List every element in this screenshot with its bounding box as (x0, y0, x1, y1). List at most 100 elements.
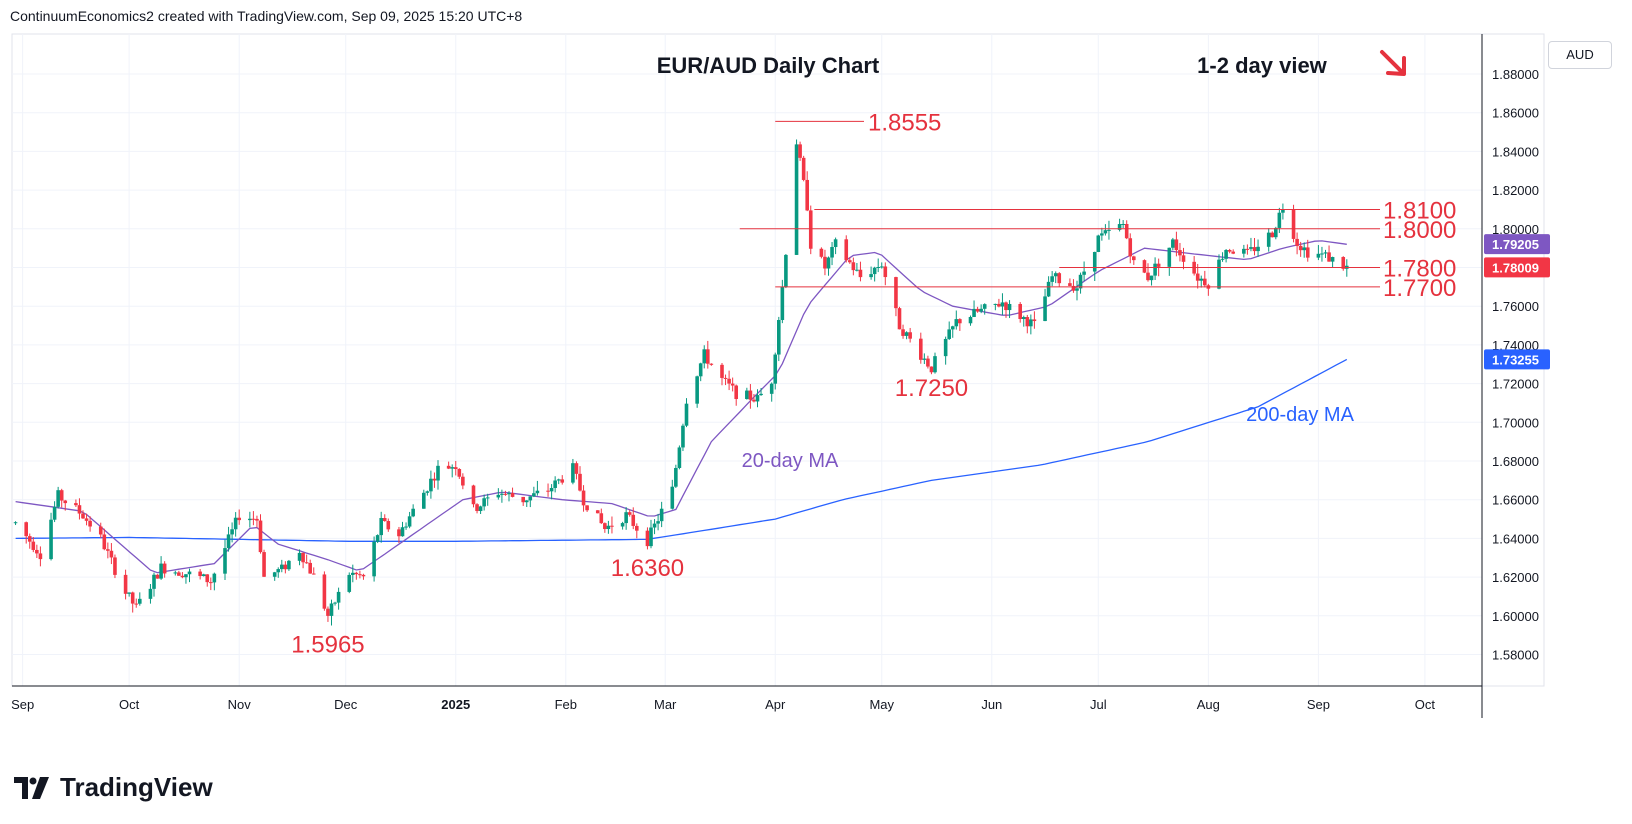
plot-frame (11, 33, 1545, 687)
candle (1004, 301, 1008, 318)
candle-body (595, 510, 600, 514)
level-label: 1.8000 (1383, 217, 1456, 244)
x-tick-label: Nov (228, 697, 252, 712)
candle (1132, 255, 1136, 265)
y-tick-label: 1.74000 (1492, 338, 1539, 353)
candle-body (77, 505, 82, 514)
candle (745, 387, 749, 400)
candle (1146, 263, 1150, 282)
candle (400, 521, 405, 537)
candle-body (301, 552, 305, 563)
candle (524, 500, 529, 507)
candle-body (411, 508, 415, 517)
y-tick-label: 1.80000 (1492, 222, 1539, 237)
price-box-bg (1484, 234, 1550, 255)
candle (98, 522, 103, 539)
candle (1103, 224, 1108, 236)
candle-body (35, 549, 39, 554)
candle (1256, 239, 1260, 257)
candle (304, 554, 309, 564)
candle (1341, 256, 1346, 271)
candle (106, 542, 110, 559)
candle (450, 464, 454, 478)
candle-body (102, 534, 107, 550)
candle-body (1071, 285, 1076, 291)
candle-body (968, 316, 973, 324)
currency-selector[interactable]: AUD (1548, 41, 1612, 69)
candle (198, 569, 202, 580)
candle (1043, 288, 1047, 322)
candle-body (777, 320, 781, 355)
candle (798, 141, 802, 161)
candle-body (304, 562, 309, 564)
candle-body (180, 575, 185, 578)
candle (1195, 263, 1200, 289)
candle-body (1021, 317, 1026, 320)
candle (1167, 247, 1172, 276)
candle-body (386, 521, 391, 530)
candle-body (148, 588, 153, 599)
candle (620, 521, 625, 530)
candle-body (358, 574, 362, 576)
candle-body (773, 354, 778, 384)
candle-body (571, 463, 575, 483)
candle-body (851, 262, 856, 271)
candle (155, 574, 160, 579)
candle (1075, 280, 1079, 301)
candle (979, 304, 983, 314)
price-box-text: 1.79205 (1492, 237, 1539, 252)
x-tick-label: Oct (119, 697, 140, 712)
candle (138, 592, 142, 606)
candle (1174, 231, 1179, 257)
candle-body (720, 364, 724, 378)
tradingview-logo[interactable]: TradingView (14, 772, 213, 803)
candle-body (27, 536, 32, 542)
candle-body (162, 563, 167, 574)
candle-body (521, 496, 525, 503)
candle (453, 460, 458, 476)
candle (255, 515, 259, 528)
candle-body (152, 574, 156, 589)
candle (223, 539, 227, 580)
candle-body (677, 447, 682, 468)
candle-body (1103, 230, 1108, 234)
candle-body (549, 487, 554, 492)
candle (855, 262, 859, 272)
candle (109, 543, 114, 565)
candle-body (1203, 278, 1207, 286)
candle-body (1181, 255, 1186, 262)
candle-body (645, 530, 650, 547)
candle (262, 549, 266, 577)
candle (1242, 244, 1246, 258)
candle (670, 479, 675, 510)
candle-body (755, 395, 760, 402)
candle-body (84, 518, 89, 521)
candle-body (1270, 232, 1275, 238)
candle-body (1252, 247, 1257, 252)
candle-body (627, 512, 632, 515)
candle-body (461, 476, 465, 486)
candle-body (1266, 232, 1271, 247)
candle-body (926, 358, 930, 367)
candle (929, 366, 934, 375)
candle-body (187, 571, 192, 575)
candle (947, 321, 951, 340)
candle-body (56, 490, 60, 507)
candle (127, 592, 131, 597)
candle-body (798, 144, 802, 158)
candle (972, 300, 976, 318)
candle-body (1057, 273, 1062, 284)
y-tick-label: 1.84000 (1492, 144, 1539, 159)
candle-body (528, 496, 533, 501)
candle (209, 577, 213, 591)
candle (1078, 272, 1083, 294)
candle-body (123, 574, 128, 594)
candle-body (1174, 239, 1179, 251)
y-tick-label: 1.70000 (1492, 415, 1539, 430)
candle-body (1277, 212, 1282, 228)
candle-body (1078, 274, 1083, 289)
swing-low-label: 1.5965 (291, 632, 364, 659)
candle (187, 568, 192, 583)
candle-body (436, 465, 440, 481)
